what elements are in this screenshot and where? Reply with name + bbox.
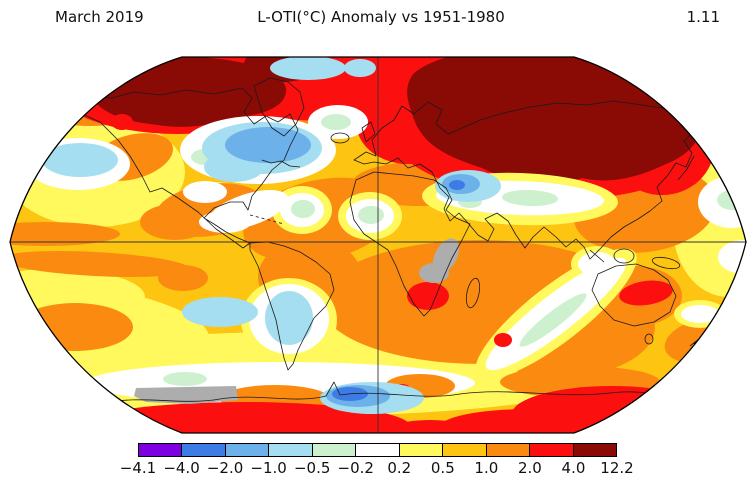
graticule bbox=[10, 57, 746, 433]
coast-eurasia bbox=[353, 100, 695, 260]
colorbar-segment bbox=[486, 444, 531, 456]
coast-australia bbox=[591, 263, 677, 327]
coast-great-lakes bbox=[261, 159, 301, 168]
world-anomaly-map bbox=[0, 52, 756, 442]
colorbar-tick-label: 2.0 bbox=[517, 459, 542, 477]
coast-south-america bbox=[249, 241, 335, 371]
colorbar-tick-label: −4.0 bbox=[163, 459, 200, 477]
colorbar-segment bbox=[269, 444, 313, 456]
map-title: L-OTI(°C) Anomaly vs 1951-1980 bbox=[257, 8, 505, 26]
anomaly-red-south bbox=[58, 114, 712, 433]
map-period-label: March 2019 bbox=[55, 8, 144, 26]
colorbar-tick-label: −2.0 bbox=[206, 459, 244, 477]
colorbar-tick-label: 0.2 bbox=[387, 459, 412, 477]
coast-north-america bbox=[61, 87, 299, 249]
colorbar-segment bbox=[139, 444, 183, 456]
coast-borneo bbox=[613, 248, 635, 264]
colorbar-segment bbox=[530, 444, 574, 456]
colorbar-segment bbox=[225, 444, 270, 456]
coast-japan bbox=[677, 155, 695, 181]
anomaly-field bbox=[10, 57, 746, 433]
anomaly-blue-antarctic bbox=[320, 382, 424, 414]
colorbar-tick-label: −0.5 bbox=[293, 459, 331, 477]
colorbar-segment bbox=[312, 444, 357, 456]
colorbar-tick-label: −0.2 bbox=[337, 459, 374, 477]
colorbar-tick-label: 12.2 bbox=[600, 459, 634, 477]
colorbar-segment bbox=[356, 444, 400, 456]
colorbar-tick-label: −1.0 bbox=[250, 459, 287, 477]
colorbar-ticks: −4.1 −4.0 −2.0 −1.0 −0.5 −0.2 0.2 0.5 1.0 2.0 4.0 1… bbox=[120, 459, 634, 479]
coastlines bbox=[61, 77, 719, 410]
colorbar-segment bbox=[443, 444, 487, 456]
colorbar-segment bbox=[399, 444, 444, 456]
coast-africa bbox=[349, 171, 471, 317]
coast-iceland bbox=[330, 132, 350, 144]
colorbar-segment bbox=[573, 444, 616, 456]
colorbar-segments bbox=[138, 443, 617, 457]
robinson-projection-svg bbox=[9, 56, 747, 434]
coast-british-isles bbox=[361, 121, 376, 143]
coast-new-guinea bbox=[651, 256, 681, 270]
projection-outline bbox=[9, 56, 747, 434]
colorbar-segment bbox=[182, 444, 226, 456]
coast-sumatra bbox=[589, 249, 605, 263]
missing-data-region bbox=[134, 238, 460, 404]
global-mean-anomaly-value: 1.11 bbox=[686, 8, 720, 26]
coast-greenland bbox=[253, 77, 305, 137]
coast-madagascar bbox=[465, 277, 481, 309]
anomaly-blue-zones bbox=[42, 57, 501, 345]
colorbar-tick-label: 4.0 bbox=[561, 459, 586, 477]
coast-tasmania bbox=[644, 333, 654, 345]
colorbar-tick-label: −4.1 bbox=[119, 459, 157, 477]
colorbar-tick-label: 1.0 bbox=[474, 459, 499, 477]
coast-antarctica bbox=[99, 381, 719, 410]
colorbar-tick-label: 0.5 bbox=[430, 459, 455, 477]
